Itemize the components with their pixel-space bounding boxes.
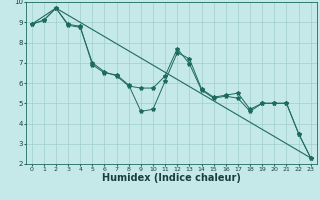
X-axis label: Humidex (Indice chaleur): Humidex (Indice chaleur) [102,173,241,183]
